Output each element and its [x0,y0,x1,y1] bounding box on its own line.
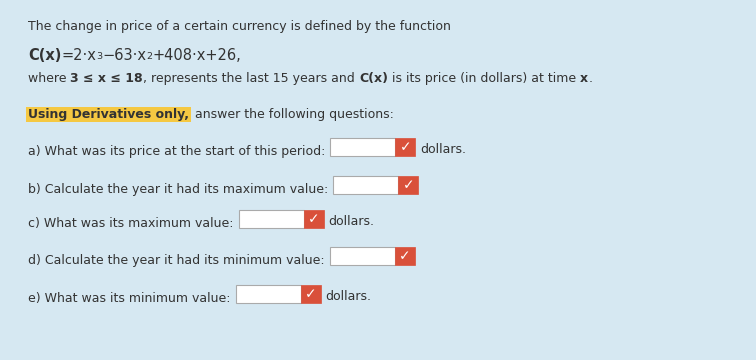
Text: ✓: ✓ [305,287,316,301]
Text: The change in price of a certain currency is defined by the function: The change in price of a certain currenc… [28,20,451,33]
Text: , represents the last 15 years and: , represents the last 15 years and [143,72,359,85]
Text: ✓: ✓ [308,212,319,226]
Bar [395,138,415,156]
Bar [395,247,414,265]
Text: b) Calculate the year it had its maximum value:: b) Calculate the year it had its maximum… [28,183,328,196]
Text: dollars.: dollars. [329,215,374,228]
Text: +408·x+26,: +408·x+26, [153,48,241,63]
Text: where: where [28,72,70,85]
Text: Using Derivatives only,: Using Derivatives only, [28,108,189,121]
Text: e) What was its minimum value:: e) What was its minimum value: [28,292,231,305]
Bar [303,210,324,228]
Text: ✓: ✓ [400,140,411,154]
Text: −63·x: −63·x [102,48,147,63]
Bar [330,247,395,265]
Text: answer the following questions:: answer the following questions: [191,108,394,121]
Text: 3 ≤ x ≤ 18: 3 ≤ x ≤ 18 [70,72,143,85]
Bar [300,285,321,303]
Bar [236,285,300,303]
Text: 3: 3 [96,52,102,61]
Text: a) What was its price at the start of this period:: a) What was its price at the start of th… [28,145,325,158]
Text: .: . [588,72,592,85]
Text: dollars.: dollars. [420,143,466,156]
Bar [333,176,398,194]
Bar [238,210,303,228]
Text: c) What was its maximum value:: c) What was its maximum value: [28,217,234,230]
Bar [398,176,418,194]
Text: C(x): C(x) [28,48,61,63]
Text: is its price (in dollars) at time: is its price (in dollars) at time [388,72,580,85]
Text: dollars.: dollars. [326,290,371,303]
Text: 2: 2 [147,52,153,61]
Text: d) Calculate the year it had its minimum value:: d) Calculate the year it had its minimum… [28,254,324,267]
Text: x: x [580,72,588,85]
Bar [330,138,395,156]
Text: =2·x: =2·x [61,48,96,63]
Text: C(x): C(x) [359,72,388,85]
Text: ✓: ✓ [402,178,414,192]
Text: ✓: ✓ [399,249,411,263]
Bar [26,107,191,122]
